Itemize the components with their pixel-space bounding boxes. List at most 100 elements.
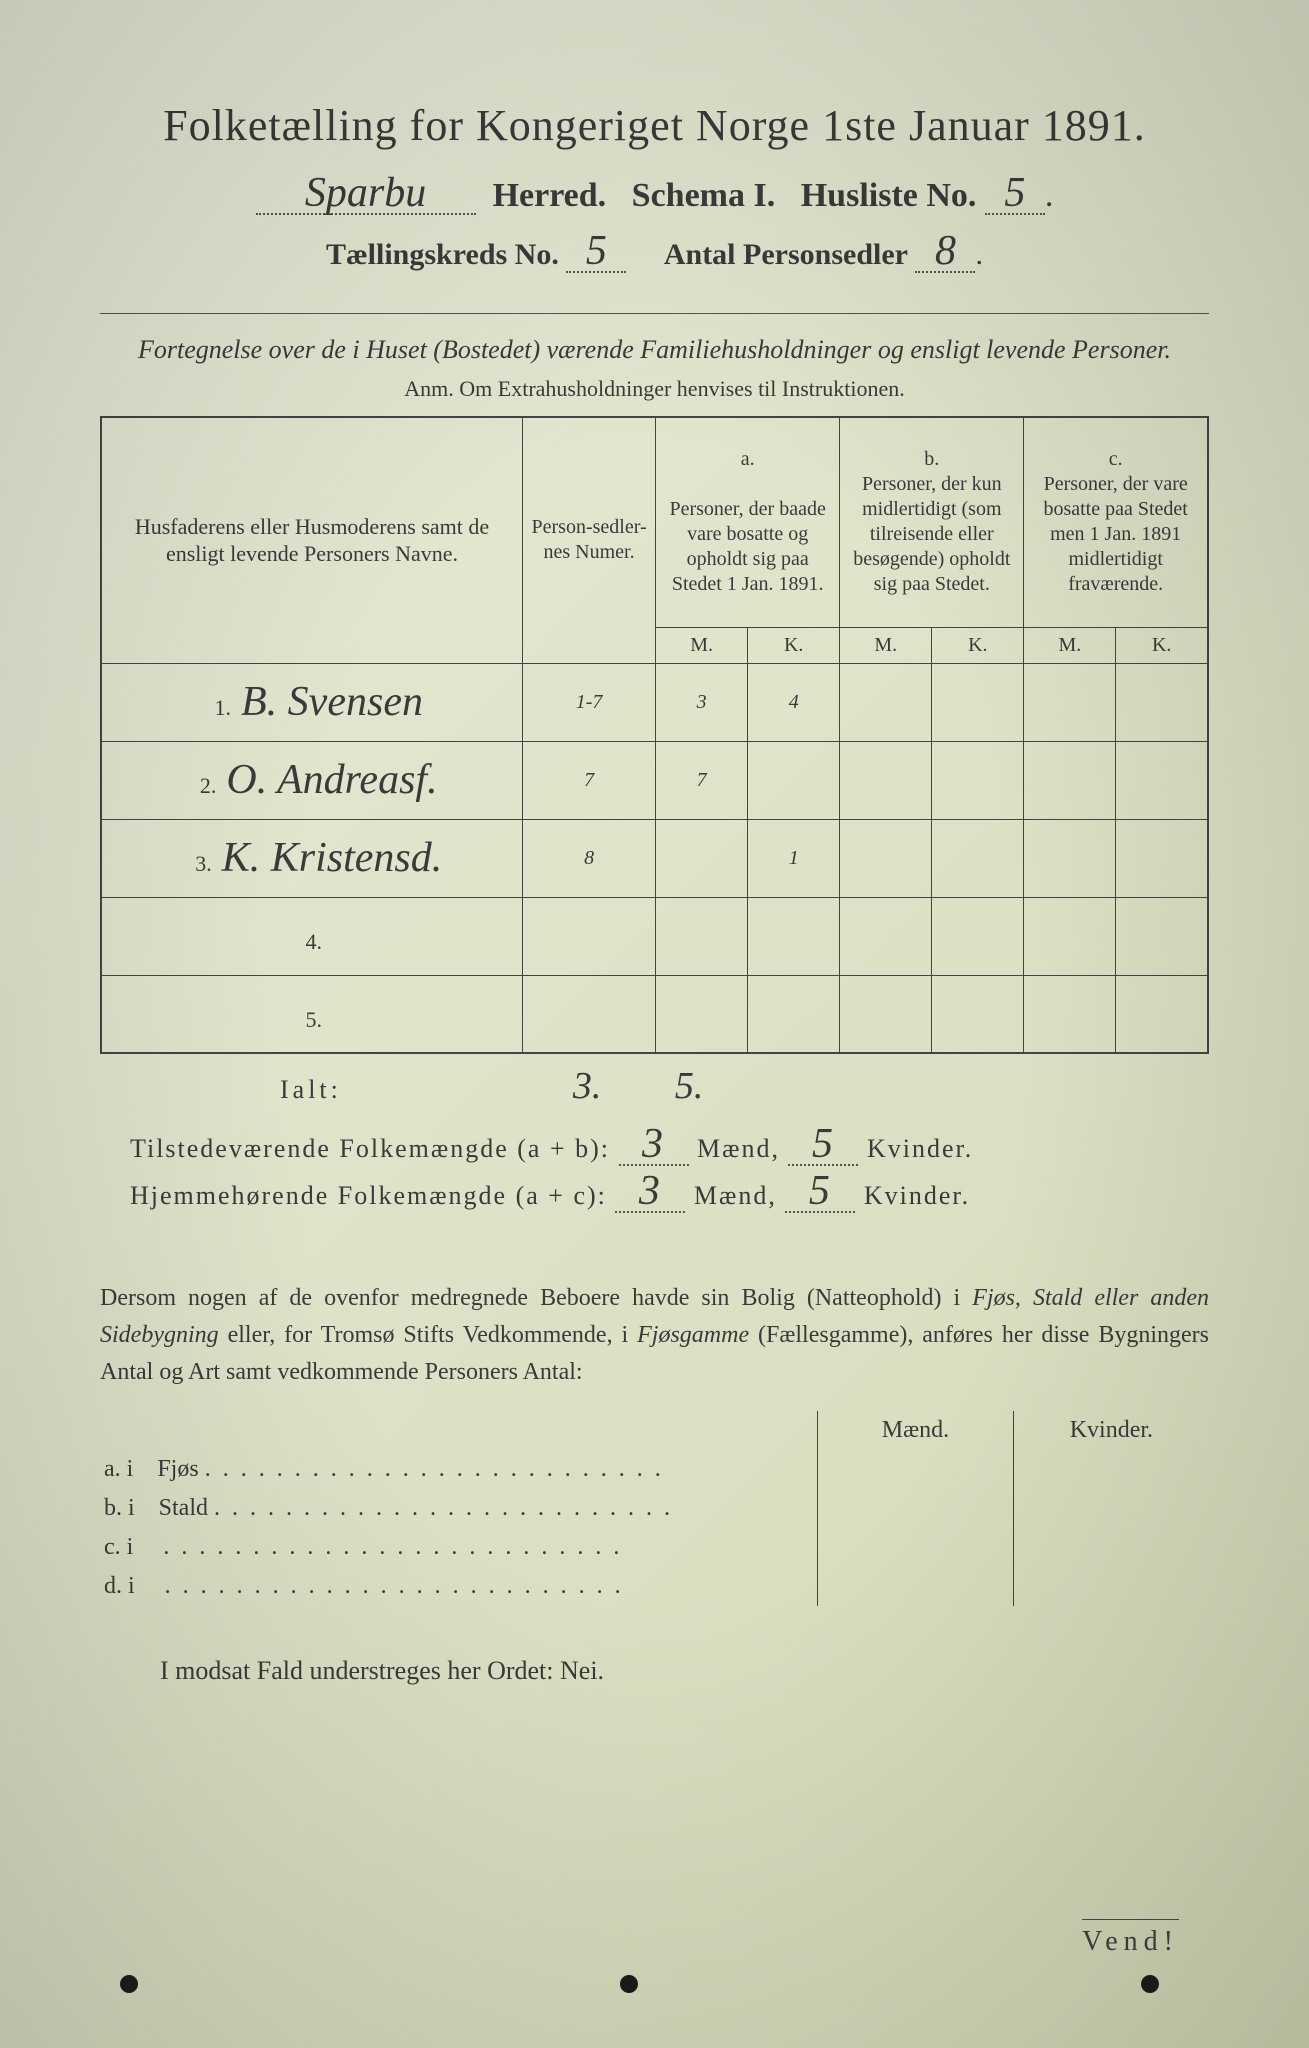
form-title: Folketælling for Kongeriget Norge 1ste J… (100, 100, 1209, 151)
row-bM (840, 819, 932, 897)
table-row: 1.B. Svensen1-734 (101, 663, 1208, 741)
sum2-label: Hjemmehørende Folkemængde (a + c): (130, 1181, 607, 1210)
row-aM (656, 975, 748, 1053)
row-name: 2.O. Andreasf. (101, 741, 523, 819)
row-num: 7 (523, 741, 656, 819)
ialt-m: 3. (573, 1065, 602, 1107)
hdr-c-label: c. (1028, 447, 1203, 472)
row-cM (1024, 819, 1116, 897)
row-cK (1116, 897, 1208, 975)
sum1-label: Tilstedeværende Folkemængde (a + b): (130, 1134, 610, 1163)
antal-value: 8 (915, 233, 975, 273)
side-row-m (818, 1528, 1014, 1567)
modsat-line: I modsat Fald understreges her Ordet: Ne… (160, 1656, 1209, 1686)
side-row-k (1013, 1450, 1209, 1489)
row-cM (1024, 741, 1116, 819)
sum1-m-unit: Mænd, (697, 1134, 780, 1163)
row-cK (1116, 975, 1208, 1053)
punch-hole (1141, 1975, 1159, 1993)
hdr-cM: M. (1024, 627, 1116, 663)
kreds-label: Tællingskreds No. (326, 238, 559, 271)
antal-label: Antal Personsedler (664, 238, 908, 271)
sum2-m: 3 (615, 1173, 685, 1213)
hdr-numer: Person-sedler-nes Numer. (523, 417, 656, 663)
side-hdr-m: Mænd. (818, 1411, 1014, 1450)
summary-block: Tilstedeværende Folkemængde (a + b): 3 M… (130, 1126, 1209, 1220)
table-row: 3.K. Kristensd.8 1 (101, 819, 1208, 897)
row-aK (748, 897, 840, 975)
side-row: a. i Fjøs . . . . . . . . . . . . . . . … (100, 1450, 1209, 1489)
row-name: 3.K. Kristensd. (101, 819, 523, 897)
side-row-k (1013, 1567, 1209, 1606)
row-bM (840, 975, 932, 1053)
hdr-names: Husfaderens eller Husmoderens samt de en… (101, 417, 523, 663)
row-num: 1-7 (523, 663, 656, 741)
hdr-aK: K. (748, 627, 840, 663)
punch-hole (620, 1975, 638, 1993)
herred-label: Herred. (493, 177, 607, 214)
hdr-c-text: Personer, der vare bosatte paa Stedet me… (1028, 472, 1203, 597)
row-aM (656, 897, 748, 975)
row-name: 5. (101, 975, 523, 1053)
husliste-label: Husliste No. (801, 177, 977, 214)
side-row: b. i Stald . . . . . . . . . . . . . . .… (100, 1489, 1209, 1528)
hdr-a: a. Personer, der baade vare bosatte og o… (656, 417, 840, 627)
row-bM (840, 741, 932, 819)
side-hdr-k: Kvinder. (1013, 1411, 1209, 1450)
row-aK (748, 741, 840, 819)
hdr-aM: M. (656, 627, 748, 663)
ialt-row: Ialt: 3. 5. (100, 1064, 1209, 1108)
row-aM: 3 (656, 663, 748, 741)
row-bM (840, 897, 932, 975)
row-bK (932, 897, 1024, 975)
row-cK (1116, 741, 1208, 819)
row-cM (1024, 975, 1116, 1053)
census-table: Husfaderens eller Husmoderens samt de en… (100, 416, 1209, 1054)
punch-hole (120, 1975, 138, 1993)
row-bK (932, 975, 1024, 1053)
schema-label: Schema I. (632, 177, 776, 214)
hdr-bM: M. (840, 627, 932, 663)
table-row: 4. (101, 897, 1208, 975)
sum2-k: 5 (785, 1173, 855, 1213)
kreds-no: 5 (566, 233, 626, 273)
side-row-k (1013, 1528, 1209, 1567)
intro-text: Fortegnelse over de i Huset (Bostedet) v… (100, 313, 1209, 368)
census-form-page: Folketælling for Kongeriget Norge 1ste J… (0, 0, 1309, 2048)
side-row-m (818, 1489, 1014, 1528)
row-bK (932, 663, 1024, 741)
hdr-a-label: a. (660, 447, 835, 472)
row-aM (656, 819, 748, 897)
row-aK: 1 (748, 819, 840, 897)
sum2-m-unit: Mænd, (694, 1181, 777, 1210)
sum1-k: 5 (788, 1126, 858, 1166)
row-aK: 4 (748, 663, 840, 741)
header-line-2: Tællingskreds No. 5 Antal Personsedler 8… (100, 233, 1209, 273)
hdr-cK: K. (1116, 627, 1208, 663)
husliste-no: 5 (985, 175, 1045, 215)
herred-value: Sparbu (256, 175, 476, 215)
anm-text: Anm. Om Extrahusholdninger henvises til … (100, 376, 1209, 402)
table-row: 5. (101, 975, 1208, 1053)
row-bK (932, 741, 1024, 819)
side-row-label: b. i Stald . . . . . . . . . . . . . . .… (100, 1489, 818, 1528)
hdr-bK: K. (932, 627, 1024, 663)
side-table: Mænd. Kvinder. a. i Fjøs . . . . . . . .… (100, 1411, 1209, 1606)
table-row: 2.O. Andreasf.77 (101, 741, 1208, 819)
side-row-label: d. i . . . . . . . . . . . . . . . . . .… (100, 1567, 818, 1606)
ialt-label: Ialt: (280, 1075, 342, 1104)
hdr-b-text: Personer, der kun midlertidigt (som tilr… (844, 472, 1019, 597)
row-cM (1024, 897, 1116, 975)
row-cM (1024, 663, 1116, 741)
vend-label: Vend! (1082, 1919, 1179, 1958)
row-num: 8 (523, 819, 656, 897)
side-row-label: c. i . . . . . . . . . . . . . . . . . .… (100, 1528, 818, 1567)
side-row-m (818, 1567, 1014, 1606)
side-row-k (1013, 1489, 1209, 1528)
row-num (523, 975, 656, 1053)
hdr-c: c. Personer, der vare bosatte paa Stedet… (1024, 417, 1208, 627)
side-row: c. i . . . . . . . . . . . . . . . . . .… (100, 1528, 1209, 1567)
row-cK (1116, 819, 1208, 897)
row-bM (840, 663, 932, 741)
row-name: 1.B. Svensen (101, 663, 523, 741)
